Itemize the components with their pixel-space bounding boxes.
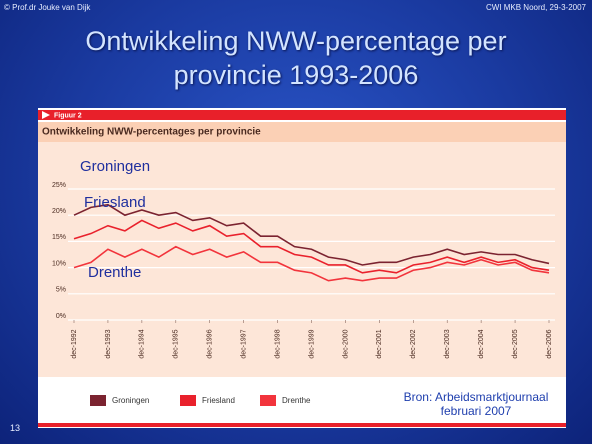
y-tick-label: 5%: [56, 287, 66, 294]
figure-bottom-bar: [38, 423, 566, 427]
y-tick-label: 0%: [56, 313, 66, 320]
legend-swatch: [260, 395, 276, 406]
x-tick-label: dec-1999: [308, 329, 315, 358]
annotation: Drenthe: [88, 264, 141, 281]
y-tick-label: 25%: [52, 182, 66, 189]
x-tick-label: dec-2003: [444, 329, 451, 358]
x-tick-label: dec-1993: [105, 329, 112, 358]
annotation: Groningen: [80, 158, 150, 175]
figure-bar: [38, 110, 566, 120]
annotation: Friesland: [84, 194, 146, 211]
x-tick-label: dec-2006: [546, 329, 553, 358]
slide-number: 13: [10, 423, 21, 433]
x-tick-label: dec-1997: [240, 329, 247, 358]
y-tick-label: 15%: [52, 234, 66, 241]
x-tick-label: dec-1995: [173, 329, 180, 358]
legend-swatch: [180, 395, 196, 406]
x-tick-label: dec-2001: [376, 329, 383, 358]
series-line: [73, 245, 550, 282]
figure-label: Figuur 2: [54, 112, 82, 119]
header-left: © Prof.dr Jouke van Dijk: [4, 3, 91, 12]
series-line: [73, 219, 550, 274]
x-tick-label: dec-2004: [478, 329, 485, 358]
y-tick-label: 10%: [52, 260, 66, 267]
x-tick-label: dec-1992: [71, 329, 78, 358]
legend-area: [38, 377, 566, 423]
x-tick-label: dec-1998: [274, 329, 281, 358]
legend-swatch: [90, 395, 106, 406]
plot-area: [38, 142, 566, 377]
legend-label: Friesland: [202, 396, 235, 405]
legend-label: Drenthe: [282, 396, 311, 405]
source: Bron: Arbeidsmarktjournaal februari 2007: [390, 390, 562, 418]
source-line: februari 2007: [440, 404, 512, 418]
figure-arrow: [42, 111, 50, 119]
x-tick-label: dec-1996: [207, 329, 214, 358]
chart-title-bar: [38, 122, 566, 142]
x-tick-label: dec-2005: [512, 329, 519, 358]
y-tick-label: 20%: [52, 208, 66, 215]
chart-title: Ontwikkeling NWW-percentages per provinc…: [42, 127, 261, 138]
legend-label: Groningen: [112, 396, 149, 405]
slide-title: Ontwikkeling NWW-percentage per provinci…: [85, 26, 507, 90]
series-line: [73, 203, 550, 266]
source-line: Bron: Arbeidsmarktjournaal: [403, 390, 549, 404]
x-tick-label: dec-2002: [410, 329, 417, 358]
header-right: CWI MKB Noord, 29-3-2007: [485, 3, 586, 12]
x-tick-label: dec-1994: [139, 329, 146, 358]
x-tick-label: dec-2000: [342, 329, 349, 358]
